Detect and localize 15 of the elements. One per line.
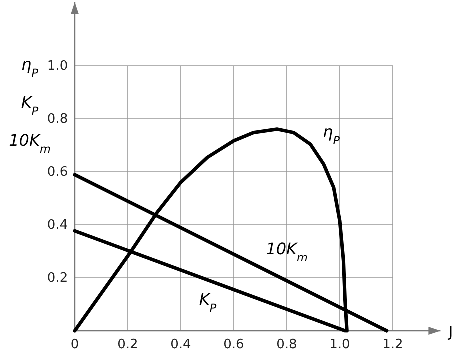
- x-tick-label: 1.0: [330, 337, 350, 352]
- x-axis-title: J: [448, 323, 454, 341]
- y-tick-label: 0.4: [47, 218, 68, 234]
- y-tick-label: 0.2: [47, 271, 68, 286]
- x-tick-label: 0.6: [224, 337, 244, 352]
- x-tick-label: 0.2: [118, 337, 138, 352]
- y-tick-label: 0.6: [47, 165, 68, 180]
- series-label: 10K$_{m}$: [266, 240, 308, 264]
- x-tick-label: 1.2: [382, 337, 404, 352]
- series-label: η$_{P}$: [323, 122, 340, 147]
- x-tick-label: 0.8: [276, 337, 298, 352]
- x-tick-label: 0: [70, 337, 80, 352]
- y-tick-label: 1.0: [47, 59, 68, 74]
- x-tick-label: 0.4: [170, 337, 192, 352]
- series-label: K$_{P}$: [199, 290, 217, 315]
